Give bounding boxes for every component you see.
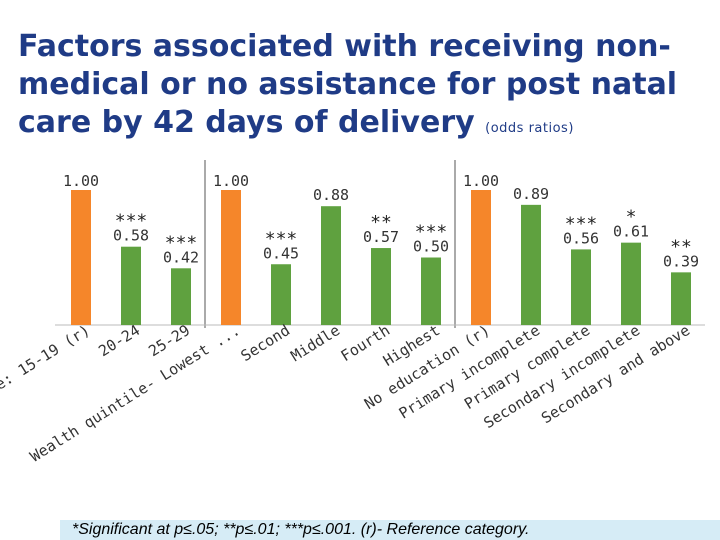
significance-label-12: * — [626, 207, 637, 228]
title-subtitle: (odds ratios) — [485, 121, 574, 136]
value-label-2: 0.58 — [113, 227, 149, 245]
bar-13 — [671, 272, 691, 325]
value-label-10: 0.89 — [513, 185, 549, 203]
value-label-11: 0.56 — [563, 229, 599, 247]
significance-label-3: *** — [165, 232, 198, 253]
value-label-7: 0.57 — [363, 228, 399, 246]
significance-label-2: *** — [115, 211, 148, 232]
bar-3 — [171, 268, 191, 325]
value-label-8: 0.50 — [413, 238, 449, 256]
value-label-3: 0.42 — [163, 248, 199, 266]
value-label-6: 0.88 — [313, 186, 349, 204]
category-label-6: Middle — [288, 321, 343, 365]
footnote-bar — [60, 520, 720, 540]
category-label-1: Age: 15-19 (r) — [0, 321, 93, 403]
significance-label-13: ** — [670, 236, 692, 257]
bar-4 — [221, 190, 241, 325]
bar-8 — [421, 257, 441, 325]
value-label-13: 0.39 — [663, 252, 699, 270]
bar-6 — [321, 206, 341, 325]
bar-1 — [71, 190, 91, 325]
value-label-12: 0.61 — [613, 223, 649, 241]
value-label-4: 1.00 — [213, 172, 249, 190]
bar-5 — [271, 264, 291, 325]
category-label-5: Second — [238, 321, 293, 365]
bar-12 — [621, 242, 641, 325]
bar-9 — [471, 190, 491, 325]
significance-label-7: ** — [370, 212, 392, 233]
bar-2 — [121, 246, 141, 325]
category-label-2: 20-24 — [95, 321, 143, 360]
footnote: *Significant at p≤.05; **p≤.01; ***p≤.00… — [72, 521, 530, 538]
chart-title: Factors associated with receiving non-me… — [18, 28, 718, 148]
significance-label-11: *** — [565, 213, 598, 234]
bar-10 — [521, 204, 541, 325]
significance-label-5: *** — [265, 228, 298, 249]
bar-7 — [371, 248, 391, 325]
title-main: Factors associated with receiving non-me… — [18, 29, 678, 140]
significance-label-8: *** — [415, 222, 448, 243]
bar-11 — [571, 249, 591, 325]
value-label-1: 1.00 — [63, 172, 99, 190]
value-label-5: 0.45 — [263, 244, 299, 262]
value-label-9: 1.00 — [463, 172, 499, 190]
